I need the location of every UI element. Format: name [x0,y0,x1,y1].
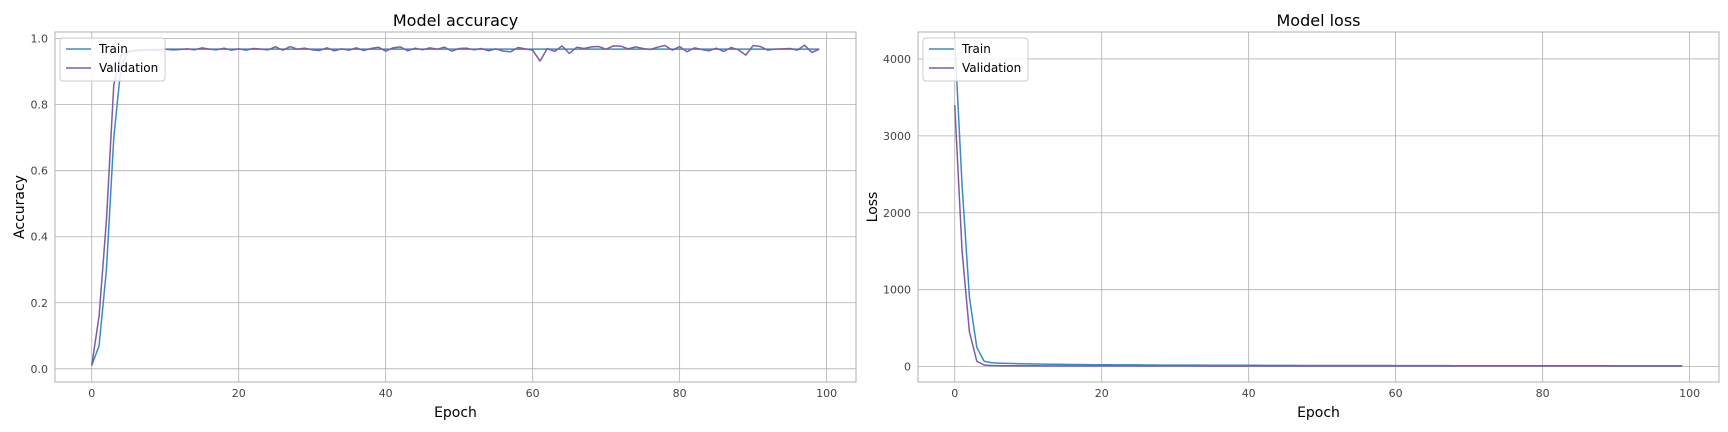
loss-y-tick-label: 3000 [883,130,911,143]
accuracy-y-tick-label: 0.0 [31,363,49,376]
loss-y-tick-label: 4000 [883,53,911,66]
accuracy-grid [55,32,856,382]
loss-y-tick-label: 1000 [883,284,911,297]
accuracy-x-tick-label: 40 [379,387,393,400]
loss-x-tick-label: 100 [1679,387,1700,400]
loss-y-tick-label: 0 [904,361,911,374]
accuracy-tick-labels: 0 20 40 60 80 100 0.0 0.2 0.4 0.6 0.8 1.0 [31,33,838,400]
accuracy-y-tick-label: 0.4 [31,231,49,244]
loss-legend-validation-label: Validation [962,61,1021,75]
loss-plot-frame [917,31,1720,383]
accuracy-y-tick-label: 0.8 [31,99,49,112]
accuracy-plot-frame [54,31,857,383]
accuracy-x-tick-label: 60 [526,387,540,400]
loss-y-axis-label: Loss [865,192,881,223]
accuracy-series-lines [90,44,820,366]
accuracy-legend-validation-label: Validation [99,61,158,75]
accuracy-x-tick-label: 80 [673,387,687,400]
loss-validation-line [953,105,1683,367]
accuracy-validation-line [90,44,820,366]
accuracy-y-tick-label: 0.2 [31,297,49,310]
loss-x-tick-label: 0 [951,387,958,400]
loss-chart-title: Model loss [1276,11,1360,30]
accuracy-y-tick-label: 1.0 [31,33,49,46]
loss-x-axis-label: Epoch [1297,405,1340,421]
loss-chart: Model loss 0 20 40 60 80 10001000200030004000… [865,11,1720,421]
accuracy-x-tick-label: 0 [88,387,95,400]
loss-legend-train-label: Train [961,42,991,56]
loss-series-lines [953,39,1683,367]
loss-legend: Train Validation [922,37,1029,82]
accuracy-legend-train-label: Train [98,42,128,56]
loss-y-tick-label: 2000 [883,207,911,220]
accuracy-legend: Train Validation [59,37,166,82]
loss-x-tick-label: 40 [1242,387,1256,400]
loss-x-tick-label: 60 [1389,387,1403,400]
loss-x-tick-label: 80 [1536,387,1550,400]
accuracy-y-axis-label: Accuracy [12,175,28,239]
accuracy-x-tick-label: 100 [816,387,837,400]
accuracy-y-tick-label: 0.6 [31,165,49,178]
accuracy-chart-title: Model accuracy [393,11,518,30]
loss-x-tick-label: 20 [1095,387,1109,400]
accuracy-x-tick-label: 20 [232,387,246,400]
accuracy-x-axis-label: Epoch [434,405,477,421]
accuracy-chart: Model accuracy 0 20 40 60 80 1000.00.20.40.60… [12,11,857,421]
